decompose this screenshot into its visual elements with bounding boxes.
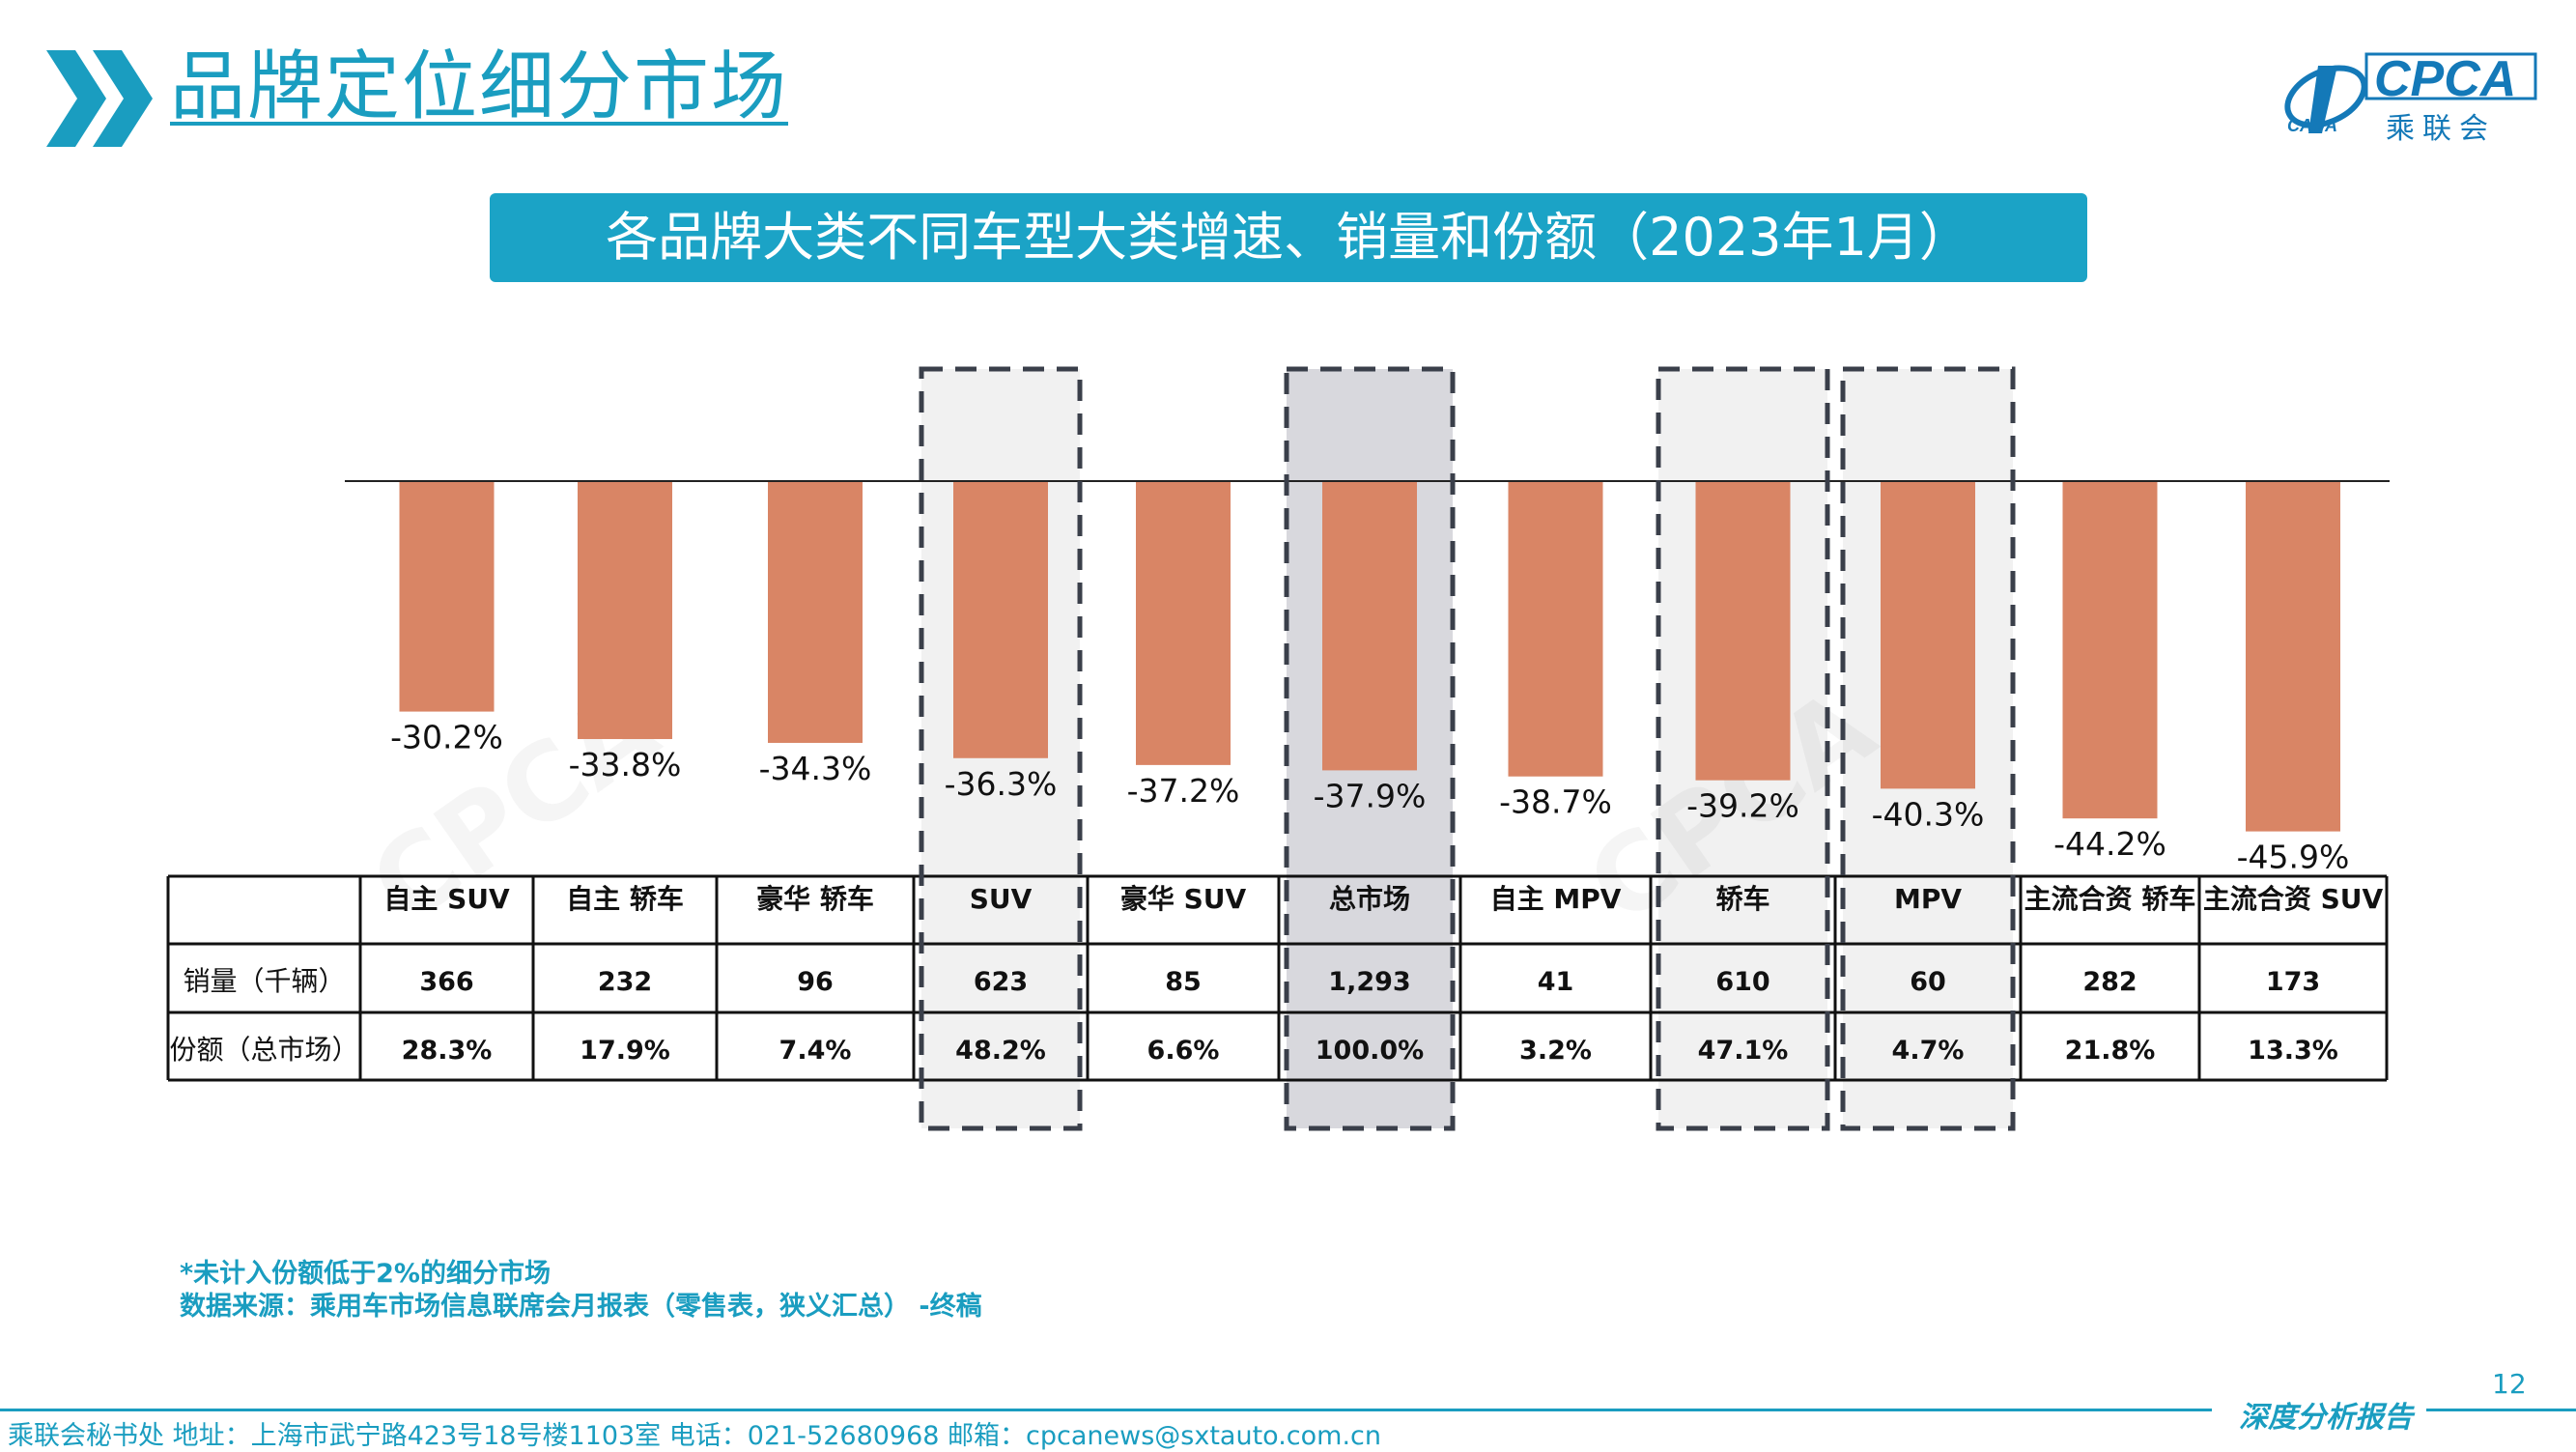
footer-divider [2426,1409,2576,1411]
bar [2246,481,2340,832]
footnote-note: *未计入份额低于2%的细分市场 [180,1259,551,1289]
cpca-logo-icon [2284,52,2537,133]
bar-chart: CPCA CPCA -30.2%-33.8% -34.3% -36.3% -37.2%… [166,366,2390,1131]
bar-value-label: -37.2% [1127,772,1240,810]
table-cell: 21.8% [2065,1036,2156,1066]
bar-value-label: -37.9% [1314,777,1427,814]
table-cell: 4.7% [1892,1036,1965,1066]
table-cell: 85 [1165,967,1202,997]
highlight-box-border [1284,366,1456,1131]
table-cell: 47.1% [1698,1036,1789,1066]
logo-brand: CPCA [2374,51,2517,107]
category-label: 豪华 轿车 [756,883,874,915]
bar [1508,481,1603,777]
table-cell: 96 [797,967,834,997]
table-row-label: 销量（千辆） [183,965,345,997]
page-title: 品牌定位细分市场 [170,43,789,130]
category-label: 豪华 SUV [1120,883,1247,915]
table-cell: 7.4% [779,1036,852,1066]
bar-value-label: -36.3% [945,765,1058,803]
table-row-label: 份额（总市场） [169,1034,358,1066]
table-cell: 100.0% [1316,1036,1424,1066]
category-label: 自主 SUV [383,883,510,915]
bar-value-label: -44.2% [2053,825,2166,863]
bar [953,481,1048,758]
table-cell: 13.3% [2248,1036,2338,1066]
page-number: 12 [2492,1368,2527,1400]
table-cell: 6.6% [1147,1036,1220,1066]
category-label: 主流合资 SUV [2203,883,2384,915]
footer-contact: 乘联会秘书处 地址：上海市武宁路423号18号楼1103室 电话：021-526… [8,1421,1382,1451]
bar [399,481,495,712]
logo-cada: CADA [2287,116,2337,135]
bar [578,481,672,740]
category-label: SUV [970,883,1033,915]
header-chevron-icon [46,50,153,147]
bar [1695,481,1791,781]
footer-divider [0,1409,2212,1411]
bar-value-label: -30.2% [390,719,503,756]
table-cell: 366 [419,967,473,997]
table-cell: 28.3% [402,1036,493,1066]
category-label: 主流合资 轿车 [2024,883,2196,915]
bar-value-label: -33.8% [569,746,682,783]
bar-value-label: -45.9% [2237,839,2350,876]
bar-value-label: -34.3% [759,750,872,787]
category-label: 轿车 [1715,883,1769,915]
bar-value-label: -40.3% [1872,795,1985,833]
table-cell: 623 [974,967,1028,997]
footnote-source: 数据来源：乘用车市场信息联席会月报表（零售表，狭义汇总） -终稿 [180,1292,982,1322]
table-cell: 173 [2266,967,2320,997]
category-label: MPV [1894,883,1962,915]
logo-sub: 乘联会 [2386,112,2496,146]
table-cell: 60 [1910,967,1946,997]
table-cell: 48.2% [955,1036,1046,1066]
bar [768,481,863,743]
bar [1881,481,1975,789]
bar [1322,481,1417,771]
category-label: 总市场 [1329,883,1410,915]
bar-value-label: -38.7% [1499,783,1612,821]
table-cell: 610 [1715,967,1769,997]
footer-tag: 深度分析报告 [2239,1401,2413,1435]
category-label: 自主 轿车 [566,883,684,915]
table-cell: 232 [598,967,652,997]
chart-banner-title: 各品牌大类不同车型大类增速、销量和份额（2023年1月） [490,193,2087,282]
bar-value-label: -39.2% [1686,787,1799,825]
highlight-box-border [1840,366,2016,1131]
table-cell: 41 [1538,967,1574,997]
bar [1136,481,1231,765]
category-label: 自主 MPV [1490,883,1622,915]
table-cell: 3.2% [1519,1036,1592,1066]
table-cell: 17.9% [580,1036,670,1066]
table-cell: 1,293 [1328,967,1410,997]
bar [2062,481,2158,819]
highlight-box-border [919,366,1083,1131]
highlight-box-border [1656,366,1830,1131]
table-cell: 282 [2082,967,2137,997]
